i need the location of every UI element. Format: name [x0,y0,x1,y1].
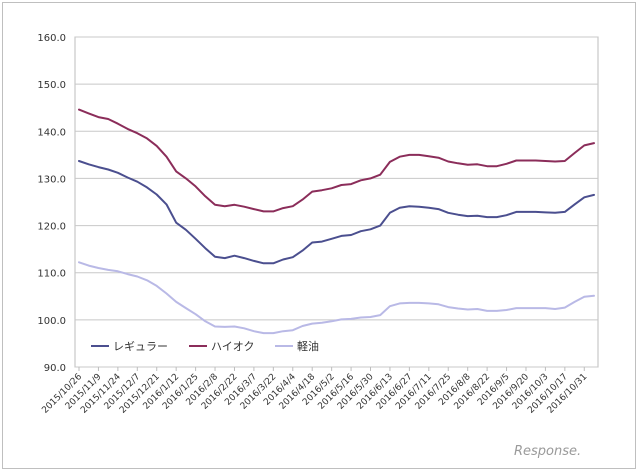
x-axis: 2015/10/262015/11/92015/11/242015/12/720… [40,367,589,416]
plot-area [74,36,599,368]
y-tick-label: 140.0 [37,127,66,138]
chart-frame [2,2,636,469]
y-tick-label: 100.0 [37,316,66,327]
y-tick-label: 110.0 [37,269,66,280]
series-line-2 [78,261,595,335]
grid-lines [74,36,599,368]
series-line-0 [78,160,595,265]
y-axis: 90.0 100.0 110.0 120.0 130.0 140.0 150.0 160.0 [37,33,66,374]
y-tick-label: 160.0 [37,33,66,44]
series-line-1 [78,108,595,213]
legend: レギュラー ハイオク 軽油 [91,339,319,353]
y-tick-label: 150.0 [37,80,66,91]
watermark-logo: Response. [514,444,581,459]
legend-label-2: 軽油 [297,339,319,353]
legend-label-0: レギュラー [113,340,168,353]
legend-label-1: ハイオク [211,340,255,353]
series-lines [78,108,595,335]
y-tick-label: 120.0 [37,222,66,233]
y-tick-label: 90.0 [44,363,66,374]
y-tick-label: 130.0 [37,174,66,185]
